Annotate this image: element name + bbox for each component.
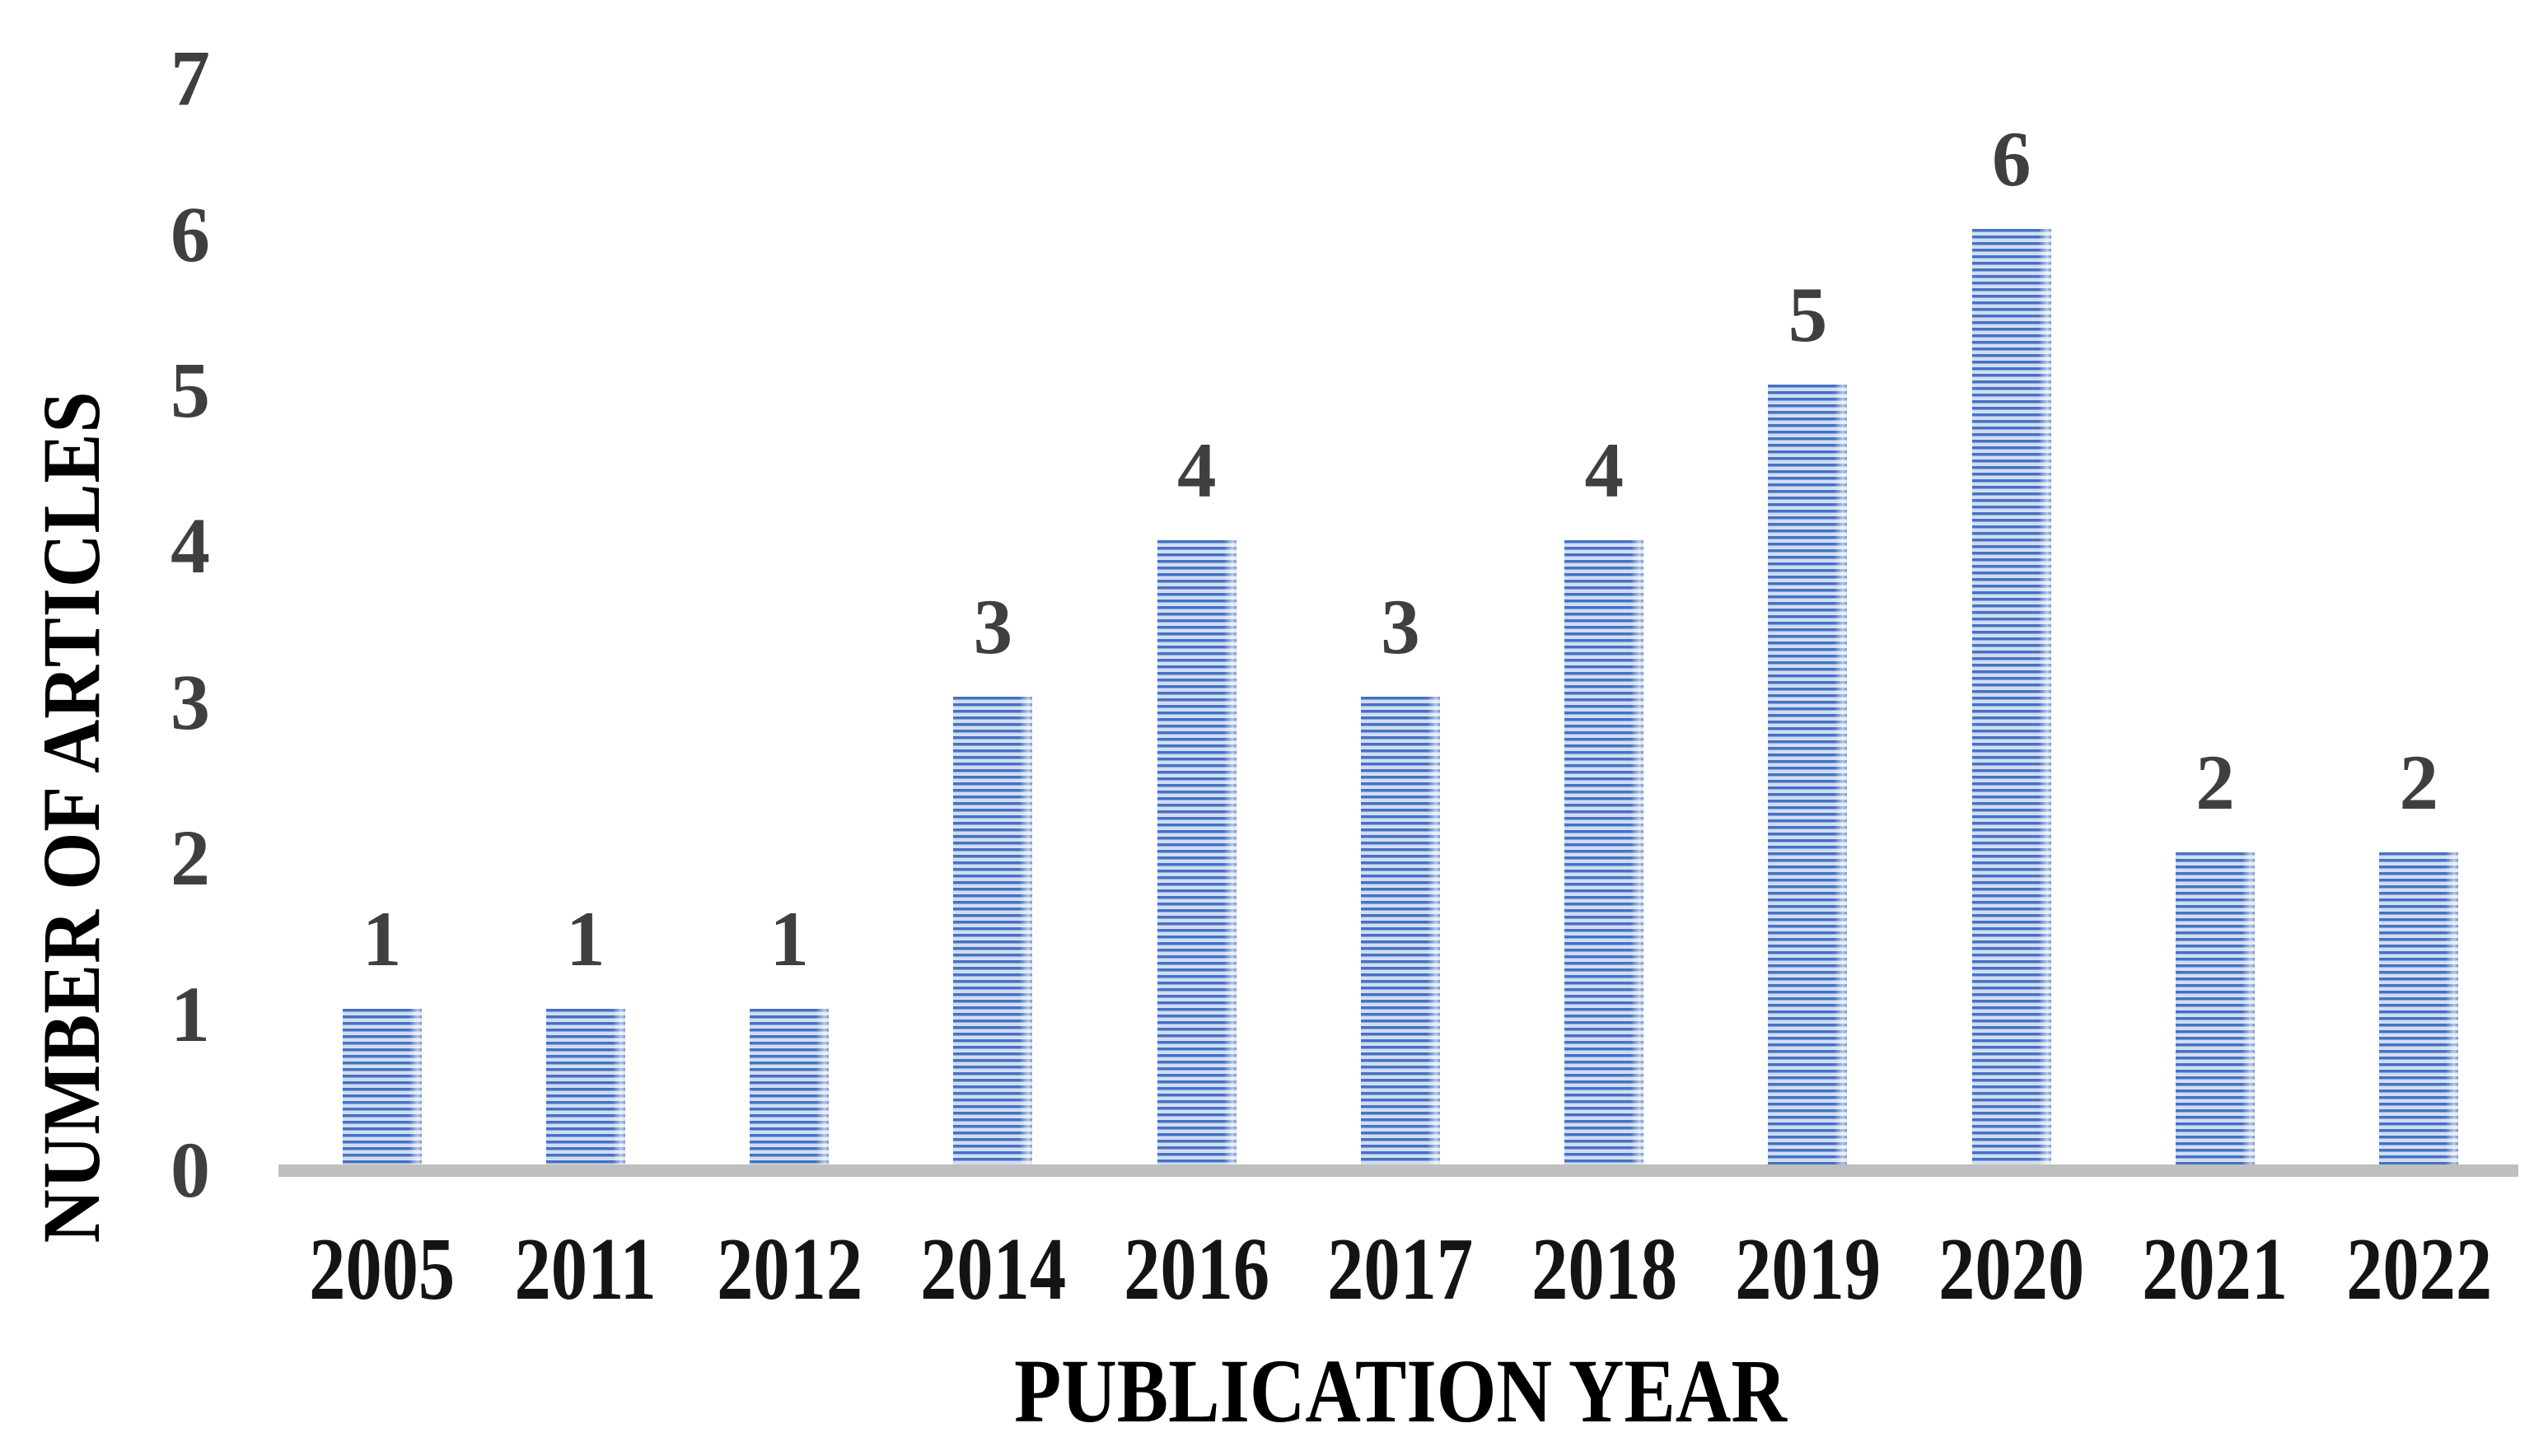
bar	[750, 1008, 830, 1164]
bar-value-label: 5	[1788, 271, 1828, 358]
x-tick-label: 2014	[919, 1220, 1066, 1318]
y-tick-label: 6	[171, 189, 210, 278]
bar-group: 1	[280, 72, 484, 1164]
bar-value-label: 1	[566, 894, 605, 982]
bar-group: 4	[1503, 72, 1706, 1164]
x-tick-label: 2020	[1938, 1220, 2085, 1318]
bar	[953, 696, 1033, 1164]
bar-group: 2	[2317, 72, 2521, 1164]
bar-value-label: 4	[1176, 427, 1217, 515]
y-tick-label: 4	[171, 502, 210, 590]
bar-value-label: 3	[1381, 582, 1420, 670]
bar-value-label: 2	[2195, 739, 2235, 827]
bar-group: 6	[1910, 72, 2113, 1164]
bar-group: 5	[1706, 72, 1910, 1164]
bar-value-label: 1	[362, 894, 402, 982]
bar	[2379, 852, 2459, 1164]
bar-value-label: 3	[973, 582, 1013, 670]
x-tick-label: 2005	[309, 1220, 456, 1318]
y-axis-tick-labels: 0 1 2 3 4 5 6 7	[0, 0, 210, 1456]
bar-group: 3	[1298, 72, 1502, 1164]
y-tick-label: 7	[171, 34, 210, 123]
bar-group: 4	[1095, 72, 1298, 1164]
bar-value-label: 4	[1584, 427, 1624, 515]
y-tick-label: 2	[171, 814, 210, 903]
bar	[1768, 385, 1848, 1164]
bar	[342, 1008, 422, 1164]
x-axis-line	[278, 1164, 2518, 1177]
bar	[1971, 228, 2051, 1164]
bar	[1360, 696, 1440, 1164]
bar-group: 1	[688, 72, 891, 1164]
y-tick-label: 3	[171, 657, 210, 746]
y-tick-label: 0	[171, 1126, 210, 1214]
x-tick-label: 2011	[514, 1220, 657, 1318]
x-tick-label: 2021	[2142, 1220, 2289, 1318]
x-axis-tick-labels: 2005 2011 2012 2014 2016 2017 2018 2019 2020 2021…	[280, 1225, 2521, 1314]
plot-area: 1 1 1 3 4 3 4 5 6 2 2	[280, 72, 2521, 1164]
bar-value-label: 1	[769, 894, 809, 982]
x-tick-label: 2016	[1124, 1220, 1270, 1318]
bar-group: 2	[2113, 72, 2317, 1164]
bar-value-label: 6	[1992, 114, 2031, 203]
bar	[1157, 540, 1237, 1164]
bar-group: 3	[891, 72, 1095, 1164]
x-tick-label: 2022	[2345, 1220, 2492, 1318]
y-tick-label: 5	[171, 346, 210, 434]
bar	[2176, 852, 2256, 1164]
x-axis-title: PUBLICATION YEAR	[1014, 1341, 1787, 1441]
bar	[1564, 540, 1644, 1164]
bar-group: 1	[484, 72, 687, 1164]
x-tick-label: 2019	[1734, 1220, 1882, 1318]
x-tick-label: 2017	[1327, 1220, 1474, 1318]
x-tick-label: 2018	[1531, 1220, 1677, 1318]
y-tick-label: 1	[171, 969, 210, 1058]
bar-value-label: 2	[2399, 739, 2439, 827]
bar	[545, 1008, 625, 1164]
x-tick-label: 2012	[716, 1220, 863, 1318]
